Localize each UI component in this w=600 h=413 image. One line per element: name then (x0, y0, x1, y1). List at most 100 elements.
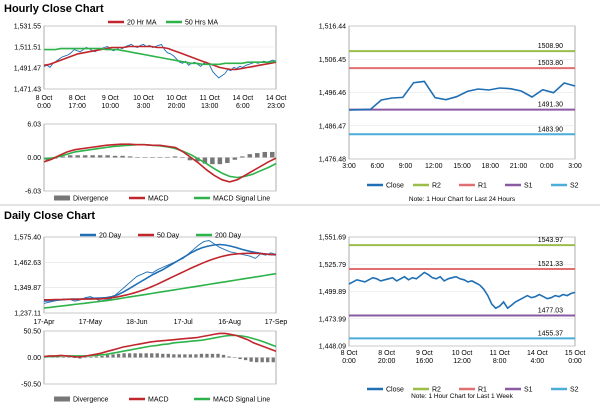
hourly-macd-divergence-bar-15 (157, 156, 163, 158)
daily-close-x-tick-2: 9 Oct 16:00 (416, 350, 434, 365)
daily-close-legend-4-label: S2 (570, 387, 579, 394)
daily-macd-divergence-bar-22 (166, 353, 170, 358)
hourly-macd-legend-macd-label: MACD (148, 196, 169, 203)
daily-price-x-tick-3: 17-Jul (174, 319, 194, 326)
hourly-price-legend-1-label: 50 Hrs MA (185, 20, 218, 27)
hourly-macd-divergence-bar-9 (112, 155, 118, 158)
hourly-macd-divergence-bar-21 (202, 157, 208, 164)
daily-macd-divergence-bar-7 (83, 357, 88, 359)
hourly-close-legend-3-label: S1 (524, 183, 533, 190)
daily-close-y-tick-1: 1,525.79 (319, 262, 346, 269)
daily-close-x-tick-4: 11 Oct 8:00 (490, 350, 510, 365)
hourly-macd-divergence-bar-18 (180, 157, 185, 159)
daily-macd-divergence-bar-34 (232, 357, 237, 358)
daily-close-x-tick-3: 10 Oct 12:00 (452, 350, 473, 365)
hourly-price-y-tick-3: 1,471.43 (14, 87, 41, 94)
hourly-macd-divergence-bar-4 (75, 155, 80, 158)
daily-macd-divergence-bar-28 (199, 353, 204, 358)
hourly-macd-divergence-bar-6 (90, 155, 95, 158)
daily-macd-series-signal (43, 334, 277, 358)
daily-macd-y-tick-2: -50.50 (21, 382, 41, 389)
daily-macd-divergence-bar-41 (271, 357, 275, 363)
hourly-close-x-tick-5: 18:00 (481, 163, 499, 170)
daily-macd-divergence-bar-26 (188, 354, 193, 358)
hourly-price-y-tick-0: 1,531.55 (14, 24, 41, 31)
hourly-macd-divergence-bar-19 (187, 157, 193, 161)
hourly-macd-divergence-bar-30 (270, 151, 275, 158)
daily-price-y-tick-2: 1,349.87 (14, 285, 41, 292)
daily-macd-divergence-bar-11 (105, 354, 110, 358)
hourly-section-title: Hourly Close Chart (4, 3, 104, 15)
hourly-macd-divergence-bar-26 (240, 156, 245, 158)
hourly-price-x-tick-3: 10 Oct 3:00 (133, 95, 154, 110)
hourly-macd-divergence-bar-7 (97, 155, 103, 158)
hourly-close-legend-0-label: Close (386, 183, 404, 190)
daily-macd-divergence-bar-20 (155, 353, 159, 358)
hourly-close-y-tick-2: 1,496.46 (319, 90, 346, 97)
hourly-macd-divergence-bar-29 (262, 151, 268, 158)
daily-close-x-tick-1: 8 Oct 20:00 (378, 350, 396, 365)
daily-price-x-tick-1: 17-May (79, 319, 103, 326)
daily-price-legend-1-label: 50 Day (157, 233, 180, 240)
daily-close-legend-2-label: R1 (478, 387, 487, 394)
daily-macd-divergence-bar-40 (266, 357, 270, 363)
hourly-macd-divergence-bar-0 (45, 157, 50, 161)
daily-price-x-tick-5: 17-Sep (265, 319, 288, 326)
hourly-price-y-tick-2: 1,491.47 (14, 66, 41, 73)
daily-macd-divergence-bar-36 (243, 357, 248, 361)
daily-price-series-200-day (43, 272, 277, 309)
daily-macd-divergence-bar-13 (116, 353, 121, 358)
hourly-macd-y-tick-0: 6.03 (27, 122, 41, 129)
daily-macd-y-tick-0: 50.50 (23, 329, 41, 336)
hourly-price-x-tick-2: 9 Oct 10:00 (102, 95, 120, 110)
daily-close-level-label-r2: 1543.97 (538, 237, 563, 244)
daily-close-x-tick-6: 15 Oct 0:00 (565, 350, 586, 365)
hourly-price-legend-0-label: 20 Hr MA (127, 20, 157, 27)
daily-price-series-50-day (44, 252, 277, 301)
daily-macd-divergence-bar-35 (238, 357, 242, 360)
hourly-macd-divergence-bar-2 (60, 156, 65, 158)
hourly-close-y-tick-3: 1,486.47 (319, 123, 346, 130)
daily-macd-divergence-bar-33 (227, 356, 231, 358)
hourly-macd-legend-divergence-swatch (54, 195, 70, 201)
daily-macd-divergence-bar-17 (139, 353, 143, 358)
daily-macd-legend-divergence-label: Divergence (73, 397, 109, 404)
hourly-close-level-label-s2: 1483.90 (538, 126, 563, 133)
hourly-macd-divergence-bar-24 (225, 157, 230, 164)
daily-close-level-label-s1: 1477.03 (538, 308, 563, 315)
daily-macd-divergence-bar-32 (221, 354, 226, 358)
hourly-macd-divergence-bar-27 (247, 154, 253, 158)
hourly-price-series-close (43, 43, 277, 79)
hourly-price-series-20-hr-ma (43, 45, 277, 71)
daily-price-x-tick-4: 16-Aug (218, 319, 241, 326)
daily-close-note: Note: 1 Hour Chart for Last 1 Week (411, 393, 514, 400)
daily-price-y-tick-3: 1,237.11 (14, 311, 41, 318)
hourly-close-x-tick-0: 3:00 (342, 163, 356, 170)
hourly-macd-y-tick-1: 0.00 (27, 155, 41, 162)
hourly-macd-divergence-bar-17 (172, 156, 178, 158)
daily-close-y-tick-2: 1,499.89 (319, 289, 346, 296)
hourly-macd-divergence-bar-5 (82, 155, 88, 158)
hourly-macd-divergence-bar-12 (135, 157, 140, 158)
hourly-macd-legend-divergence-label: Divergence (73, 196, 109, 203)
daily-price-legend-0-label: 20 Day (99, 233, 122, 240)
daily-close-legend-3-label: S1 (524, 387, 533, 394)
hourly-price-x-tick-6: 14 Oct 6:00 (233, 95, 254, 110)
hourly-close-x-tick-4: 15:00 (453, 163, 471, 170)
hourly-close-series-close (348, 80, 576, 111)
daily-macd-y-tick-1: 0.00 (27, 355, 41, 362)
daily-close-level-label-s2: 1455.37 (538, 330, 563, 337)
hourly-macd-series-macd (43, 143, 277, 183)
daily-macd-legend-macd-label: MACD (148, 397, 169, 404)
hourly-close-y-tick-1: 1,506.45 (319, 57, 346, 64)
daily-close-x-tick-0: 8 Oct 0:00 (341, 350, 358, 365)
hourly-close-level-label-s1: 1491.30 (538, 102, 563, 109)
daily-close-x-tick-5: 14 Oct 4:00 (527, 350, 548, 365)
hourly-close-legend-2-label: R1 (478, 183, 487, 190)
hourly-price-x-tick-0: 8 Oct 0:00 (36, 95, 53, 110)
daily-macd-divergence-bar-29 (205, 353, 209, 358)
daily-section-title: Daily Close Chart (4, 210, 96, 222)
daily-close-y-tick-4: 1,448.09 (319, 344, 346, 351)
daily-macd-divergence-bar-5 (72, 357, 77, 359)
